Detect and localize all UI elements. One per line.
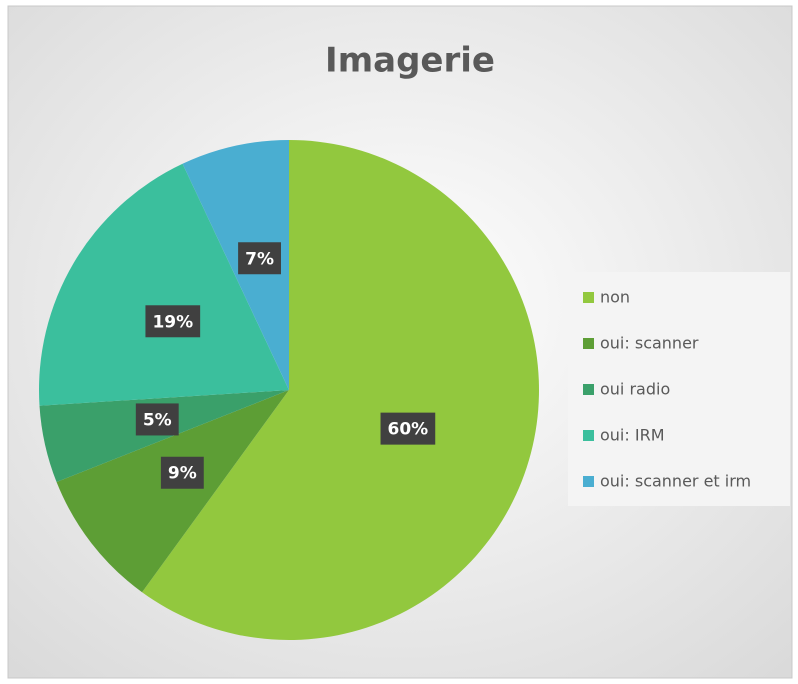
- data-label-box: [160, 456, 204, 489]
- legend-label: oui: IRM: [600, 426, 665, 445]
- pie-slice: [38, 163, 289, 406]
- pie-slice: [142, 140, 539, 640]
- data-label-box: [238, 242, 281, 275]
- legend-label: oui: scanner: [600, 334, 699, 353]
- data-label: 19%: [152, 312, 193, 332]
- legend-box: [568, 272, 790, 506]
- legend-swatch: [583, 430, 594, 441]
- data-label: 7%: [245, 249, 274, 269]
- data-label: 9%: [168, 464, 197, 484]
- legend-swatch: [583, 292, 594, 303]
- data-label: 5%: [143, 410, 172, 430]
- data-label-box: [135, 403, 179, 436]
- legend-swatch: [583, 338, 594, 349]
- pie-slice: [39, 390, 289, 483]
- legend-label: non: [600, 288, 630, 307]
- legend-label: oui: scanner et irm: [600, 472, 751, 491]
- chart-title: Imagerie: [325, 41, 495, 81]
- data-label: 60%: [388, 420, 429, 440]
- data-label-box: [145, 305, 201, 338]
- pie-slice: [56, 390, 289, 593]
- legend-swatch: [583, 384, 594, 395]
- legend-label: oui radio: [600, 380, 670, 399]
- legend-swatch: [583, 476, 594, 487]
- pie-slice: [182, 140, 289, 390]
- data-label-box: [380, 412, 436, 445]
